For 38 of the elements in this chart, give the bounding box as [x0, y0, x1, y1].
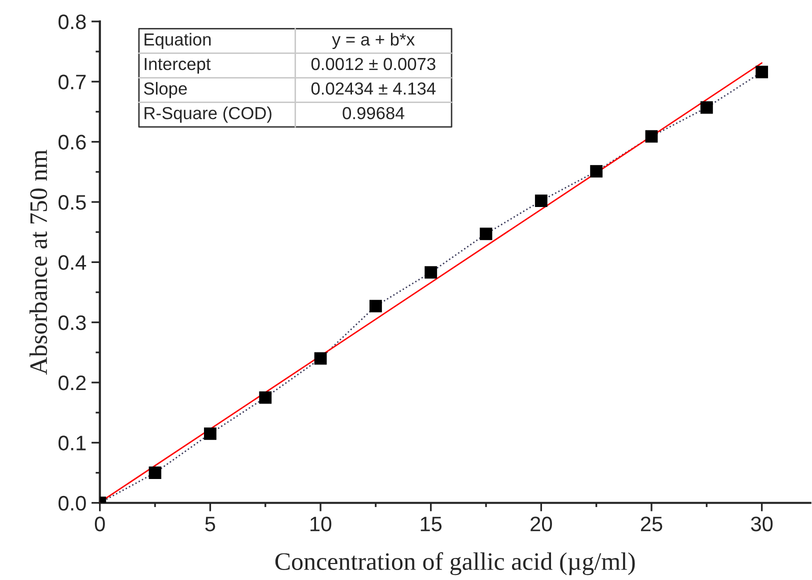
- y-axis-title: Absorbance at 750 nm: [29, 150, 48, 375]
- y-tick-label: 0.8: [58, 14, 86, 30]
- annotation: Equation: [144, 32, 211, 50]
- point: [259, 391, 272, 404]
- x-tick-label: 15: [420, 516, 442, 532]
- annotation: Slope: [144, 82, 187, 98]
- x-tick-label: 10: [310, 516, 332, 532]
- y-tick-label: 0.2: [58, 376, 86, 390]
- point: [645, 130, 658, 143]
- point: [590, 165, 603, 178]
- y-tick-label: 0.3: [58, 315, 86, 330]
- point: [148, 466, 162, 479]
- annotation: 0.0012 ± 0.0073: [311, 58, 436, 70]
- annotation: R-Square (COD): [144, 106, 272, 123]
- y-tick-label: 0.7: [58, 74, 86, 90]
- y-tick-label: 0.4: [58, 255, 86, 270]
- point: [756, 66, 768, 78]
- point: [369, 300, 382, 312]
- x-tick-label: 5: [205, 516, 216, 532]
- x-tick-label: 25: [640, 516, 662, 532]
- x-axis-title: Concentration of gallic acid (µg/ml): [275, 552, 635, 576]
- point: [314, 352, 327, 365]
- point: [700, 101, 713, 114]
- annotation: Intercept: [144, 58, 211, 74]
- annotation: 0.02434 ± 4.134: [311, 82, 436, 95]
- y-tick-label: 0.5: [58, 194, 86, 210]
- x-tick-label: 20: [530, 516, 552, 532]
- point: [424, 266, 438, 279]
- annotation: y = a + b*x: [332, 32, 415, 50]
- point: [534, 194, 548, 207]
- y-tick-label: 0.6: [58, 134, 86, 150]
- annotation: 0.99684: [342, 106, 404, 120]
- x-tick-label: 0: [94, 516, 105, 532]
- point: [204, 427, 216, 440]
- x-tick-label: 30: [751, 516, 773, 532]
- point: [480, 228, 492, 240]
- y-tick-label: 0.1: [58, 436, 86, 450]
- y-tick-label: 0.0: [58, 496, 86, 511]
